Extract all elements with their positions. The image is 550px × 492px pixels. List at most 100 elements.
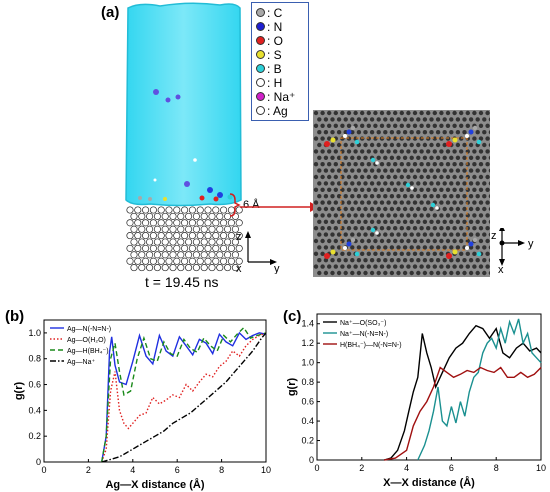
legend-item: : Ag: [256, 104, 288, 118]
legend-label: : Na⁺: [267, 89, 296, 104]
surface-atom: [363, 206, 368, 212]
surface-atom: [402, 155, 408, 160]
surface-atom: [313, 123, 319, 128]
surface-atom: [336, 245, 342, 250]
surface-atom: [366, 136, 371, 141]
surface-atom: [409, 130, 414, 135]
surface-atom: [409, 117, 414, 122]
surface-atom: [366, 187, 371, 192]
ag-atom: [181, 219, 189, 227]
surface-atom: [402, 117, 408, 122]
surface-atom: [333, 149, 338, 154]
surface-atom: [439, 162, 444, 167]
ag-atom: [169, 238, 177, 246]
surface-atom: [320, 110, 325, 116]
surface-atom: [455, 245, 461, 250]
surface-atom: [439, 136, 444, 141]
surface-atom: [323, 117, 329, 122]
surface-atom: [317, 270, 322, 276]
surface-atom: [406, 187, 411, 192]
ag-atom: [188, 232, 196, 240]
surface-atom: [416, 194, 421, 199]
ag-atom: [161, 238, 169, 246]
surface-atom: [475, 270, 480, 276]
ag-atom: [138, 225, 146, 233]
surface-atom: [412, 251, 418, 256]
surface-atom: [376, 168, 381, 173]
surface-atom: [409, 155, 414, 160]
surface-atom: [435, 270, 441, 276]
surface-atom: [406, 174, 411, 180]
surface-atom: [396, 219, 401, 224]
surface-atom: [462, 206, 467, 212]
ag-atom: [192, 264, 200, 272]
surface-atom: [445, 200, 451, 205]
surface-atom: [330, 155, 335, 160]
ag-atom: [216, 238, 224, 246]
surface-atom: [402, 168, 408, 173]
surface-atom: [396, 258, 401, 263]
legend-swatch: [256, 106, 265, 115]
surface-atom: [452, 149, 457, 154]
surface-atom: [363, 232, 368, 237]
surface-atom: [462, 232, 467, 237]
ag-atom: [220, 206, 228, 214]
ag-atom: [185, 212, 193, 220]
surface-atom: [442, 232, 447, 237]
surface-atom: [412, 200, 418, 205]
surface-atom: [452, 238, 457, 244]
ag-atom: [196, 219, 204, 227]
surface-atom: [409, 258, 414, 263]
surface-atom: [320, 136, 325, 141]
surface-atom: [412, 187, 418, 192]
ag-atom: [177, 212, 185, 220]
surface-atom: [393, 136, 398, 141]
surface-atom: [482, 181, 487, 186]
surface-atom: [313, 200, 319, 205]
surface-atom: [445, 123, 451, 128]
surface-atom: [317, 245, 322, 250]
surface-atom: [468, 181, 474, 186]
surface-atom: [429, 181, 434, 186]
surface-atom: [350, 245, 355, 250]
surface-atom: [416, 219, 421, 224]
ag-atom: [216, 264, 224, 272]
surface-atom: [330, 117, 335, 122]
legend-entry: Na⁺—O(SO₃⁻): [340, 320, 386, 327]
surface-atom: [320, 162, 325, 167]
surface-atom: [369, 245, 375, 250]
surface-atom: [462, 130, 467, 135]
ag-atom: [146, 264, 154, 272]
surface-atom: [465, 123, 470, 128]
surface-atom: [379, 226, 385, 231]
surface-atom: [383, 219, 388, 224]
surface-atom: [369, 219, 375, 224]
axes-indicator-right: z y x: [491, 228, 534, 274]
surface-atom: [409, 206, 414, 212]
surface-atom: [383, 181, 388, 186]
surface-atom: [402, 258, 408, 263]
ag-atom: [235, 232, 243, 240]
ag-atom: [181, 257, 189, 265]
ag-atom: [216, 251, 224, 259]
surface-atom: [432, 264, 437, 269]
surface-atom: [363, 181, 368, 186]
series-line: [417, 318, 542, 461]
surface-atom: [426, 251, 431, 256]
surface-atom: [383, 168, 388, 173]
surface-atom: [313, 110, 319, 116]
surface-atom: [412, 136, 418, 141]
surface-atom: [402, 232, 408, 237]
surface-atom: [432, 149, 437, 154]
ag-atom: [231, 238, 239, 246]
surface-atom: [449, 219, 454, 224]
surface-atom: [452, 174, 457, 180]
surface-atom: [452, 226, 457, 231]
surface-atom: [320, 251, 325, 256]
surface-atom: [376, 142, 381, 148]
y-tick-label: 1.4: [301, 319, 314, 329]
surface-atom: [389, 206, 395, 212]
surface-atom: [313, 187, 319, 192]
pointer-arrow: [240, 202, 319, 212]
ag-atom: [126, 219, 134, 227]
